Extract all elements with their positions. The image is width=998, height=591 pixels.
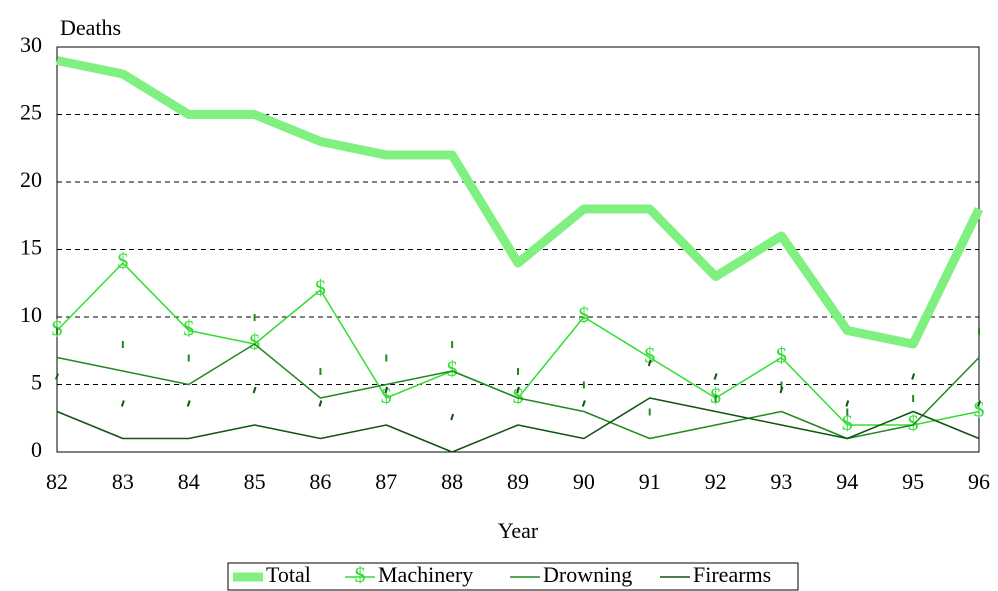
x-tick-label: 88	[441, 469, 463, 494]
point-marker	[516, 386, 520, 394]
point-marker	[845, 400, 850, 407]
x-tick-label: 84	[178, 469, 200, 494]
x-tick-label: 91	[639, 469, 661, 494]
x-tick-label: 93	[770, 469, 792, 494]
y-tick-label: 0	[31, 437, 42, 462]
point-marker: $	[578, 302, 589, 327]
point-marker: $	[908, 410, 919, 435]
point-marker: $	[249, 329, 260, 354]
point-marker	[186, 400, 191, 407]
point-marker: $	[315, 275, 326, 300]
x-tick-label: 87	[375, 469, 397, 494]
legend-label: Firearms	[693, 562, 771, 587]
series-line	[56, 343, 980, 440]
y-tick-label: 30	[20, 32, 42, 57]
x-tick-label: 95	[902, 469, 924, 494]
x-tick-label: 89	[507, 469, 529, 494]
point-marker	[55, 373, 59, 380]
x-tick-label: 86	[309, 469, 331, 494]
x-tick-label: 94	[836, 469, 858, 494]
y-tick-label: 10	[20, 302, 42, 327]
point-marker	[318, 400, 323, 407]
series-line	[56, 397, 980, 453]
point-marker: $	[644, 343, 655, 368]
point-marker: $	[513, 383, 524, 408]
y-tick-label: 20	[20, 167, 42, 192]
point-marker	[977, 400, 981, 407]
x-tick-label: 82	[46, 469, 68, 494]
point-marker	[450, 413, 455, 421]
point-marker	[120, 400, 125, 407]
point-marker: $	[183, 316, 194, 341]
point-marker	[713, 373, 718, 380]
x-tick-label: 92	[705, 469, 727, 494]
x-tick-label: 85	[244, 469, 266, 494]
x-axis-label: Year	[498, 518, 539, 543]
plot-frame	[56, 46, 980, 453]
legend-marker: $	[355, 562, 366, 587]
series-line	[56, 56, 984, 349]
point-marker	[581, 400, 586, 407]
legend-label: Total	[266, 562, 311, 587]
x-tick-label: 90	[573, 469, 595, 494]
chart-title: Deaths	[60, 15, 121, 40]
point-marker: $	[842, 410, 853, 435]
y-tick-label: 5	[31, 370, 42, 395]
point-marker	[911, 373, 916, 380]
legend-label: Machinery	[378, 562, 473, 587]
point-marker	[252, 386, 257, 394]
point-marker: $	[776, 343, 787, 368]
point-marker	[384, 386, 389, 394]
point-marker: $	[447, 356, 458, 381]
point-marker: $	[974, 397, 985, 422]
point-marker	[647, 359, 652, 367]
x-tick-label: 96	[968, 469, 990, 494]
legend-label: Drowning	[543, 562, 632, 587]
point-marker: $	[381, 383, 392, 408]
y-tick-label: 15	[20, 235, 42, 260]
point-marker: $	[117, 248, 128, 273]
x-tick-label: 83	[112, 469, 134, 494]
y-tick-label: 25	[20, 100, 42, 125]
point-marker	[779, 386, 784, 394]
